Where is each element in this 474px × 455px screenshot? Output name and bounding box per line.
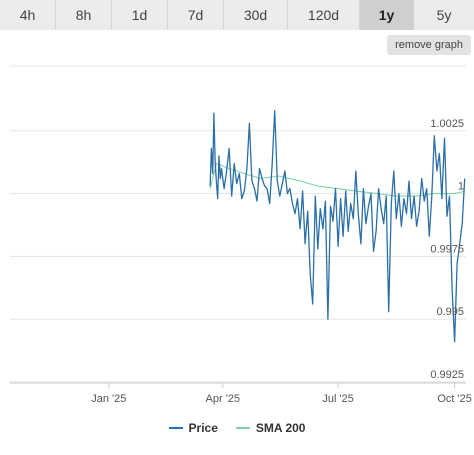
tab-4h[interactable]: 4h <box>0 0 56 30</box>
y-axis-ticks: 1.0025 1 0.9975 0.995 0.9925 <box>430 118 464 381</box>
chart-series <box>209 110 466 343</box>
tab-5y[interactable]: 5y <box>436 7 452 23</box>
y-tick-label: 1.0025 <box>430 118 464 130</box>
y-tick-label: 0.9975 <box>430 243 464 255</box>
legend-item-price[interactable]: Price <box>168 421 218 435</box>
tab-1d[interactable]: 1d <box>112 0 168 30</box>
x-tick-label: Jan '25 <box>91 393 126 405</box>
y-tick-label: 0.9925 <box>430 369 464 381</box>
x-tick-label: Apr '25 <box>206 393 241 405</box>
tab-120d[interactable]: 120d <box>288 0 360 30</box>
legend-item-sma-200[interactable]: SMA 200 <box>235 421 306 435</box>
legend-label: Price <box>188 421 218 435</box>
legend-label: SMA 200 <box>255 421 306 435</box>
tab-1y[interactable]: 1y <box>360 0 414 30</box>
price-line <box>209 110 466 343</box>
tab-8h[interactable]: 8h <box>56 0 112 30</box>
y-tick-label: 0.995 <box>436 306 464 318</box>
chart-grid <box>10 65 466 384</box>
legend-swatch <box>235 427 250 429</box>
x-axis-ticks: Jan '25 Apr '25 Jul '25 Oct '25 <box>91 383 472 405</box>
y-tick-label: 1 <box>458 181 464 193</box>
chart-legend: Price SMA 200 <box>0 421 474 435</box>
tab-30d[interactable]: 30d <box>224 0 288 30</box>
remove-graph-button[interactable]: remove graph <box>387 35 471 55</box>
x-tick-label: Oct '25 <box>437 393 472 405</box>
legend-swatch <box>168 427 183 429</box>
tab-7d[interactable]: 7d <box>168 0 224 30</box>
x-tick-label: Jul '25 <box>322 393 353 405</box>
timeframe-tabs: 4h 8h 1d 7d 30d 120d 1y 5y <box>0 0 474 30</box>
